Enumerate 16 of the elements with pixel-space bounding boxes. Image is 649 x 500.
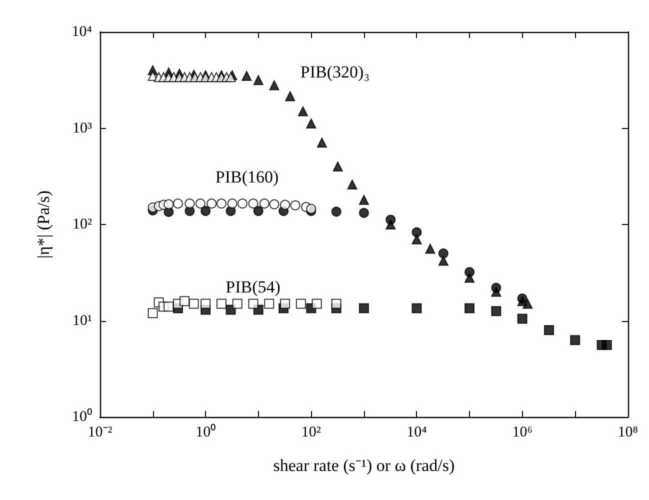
x-tick-label: 10⁸ [618, 424, 638, 440]
y-tick-label: 10⁴ [72, 24, 92, 40]
x-tick-label: 10² [301, 424, 322, 440]
y-tick-label: 10² [72, 216, 92, 232]
annotation: PIB(320)₃ [300, 62, 370, 82]
x-tick-label: 10⁴ [406, 424, 427, 440]
y-tick-label: 10³ [72, 120, 92, 136]
x-axis-title: shear rate (s⁻¹) or ω (rad/s) [273, 456, 455, 475]
y-tick-label: 10⁰ [72, 408, 92, 425]
x-tick-label: 10⁰ [196, 424, 216, 440]
annotation: PIB(160) [215, 168, 279, 186]
x-tick-label: 10⁻² [88, 424, 113, 440]
x-tick-label: 10⁶ [512, 424, 532, 440]
y-axis-title: |η*| (Pa/s) [34, 190, 53, 259]
annotation: PIB(54) [226, 278, 280, 296]
y-tick-label: 10¹ [72, 312, 92, 329]
